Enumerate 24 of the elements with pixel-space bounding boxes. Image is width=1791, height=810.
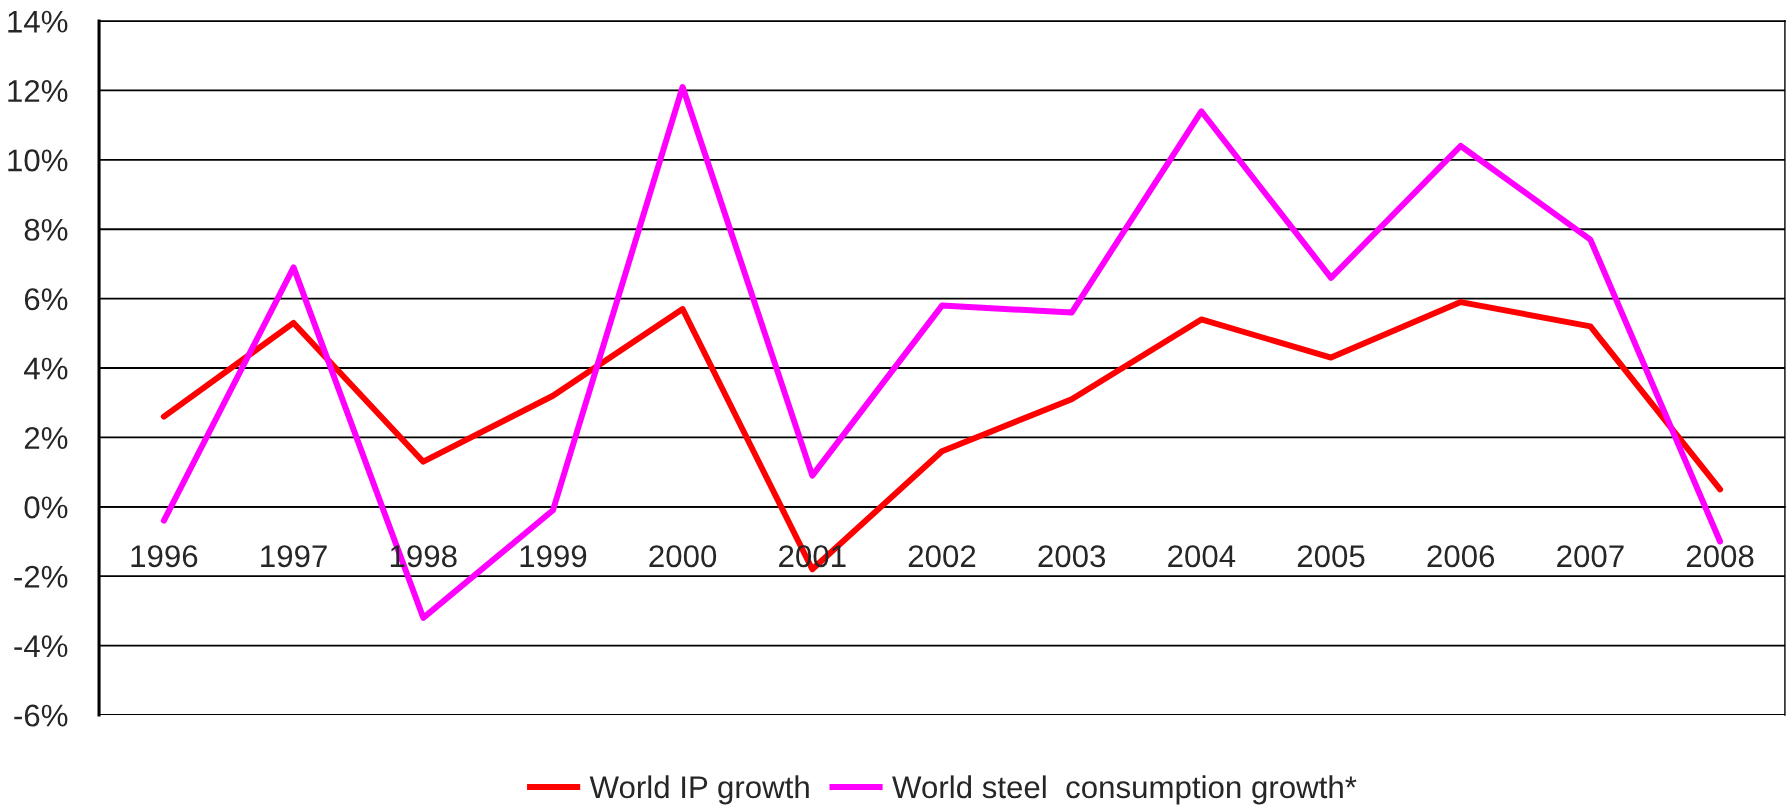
y-tick-label: 4% xyxy=(24,357,68,380)
x-tick-label: 2007 xyxy=(1557,545,1624,568)
legend-label: World steel consumption growth* xyxy=(892,775,1357,805)
x-tick-label: 2000 xyxy=(649,545,717,568)
x-tick-label: 2003 xyxy=(1038,545,1106,568)
y-tick-label: 6% xyxy=(24,288,68,311)
x-tick-label: 2002 xyxy=(908,545,976,568)
y-tick-label: 14% xyxy=(8,10,68,33)
x-tick-label: 2005 xyxy=(1297,545,1365,568)
y-tick-label: 8% xyxy=(24,218,68,241)
x-tick-label: 2008 xyxy=(1686,545,1754,568)
y-tick-label: 10% xyxy=(8,149,68,172)
legend-label: World IP growth xyxy=(589,775,809,805)
y-tick-label: -4% xyxy=(14,635,68,658)
y-tick-label: 12% xyxy=(8,79,68,102)
y-tick-label: 0% xyxy=(24,496,68,519)
y-tick-label: 2% xyxy=(24,426,68,449)
x-tick-label: 1999 xyxy=(520,545,587,568)
x-tick-label: 1996 xyxy=(131,545,198,568)
x-tick-label: 2004 xyxy=(1168,545,1236,568)
y-tick-label: -2% xyxy=(14,565,68,588)
x-tick-label: 1997 xyxy=(261,545,327,568)
x-tick-label: 2006 xyxy=(1427,545,1495,568)
y-tick-label: -6% xyxy=(14,704,68,727)
